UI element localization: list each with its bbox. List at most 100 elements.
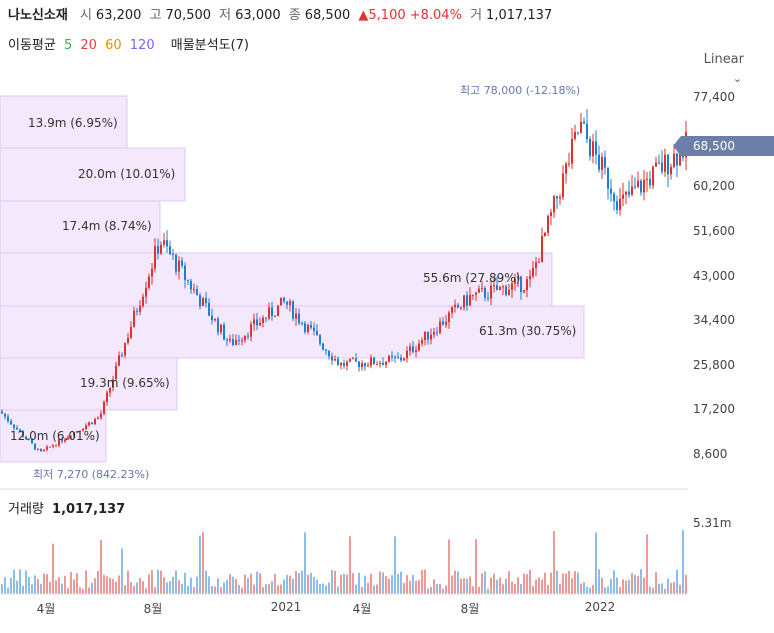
volume-bar — [172, 576, 174, 594]
candle-body — [511, 283, 513, 290]
profile-label[interactable]: 매물분석도(7) — [170, 38, 249, 53]
candle-body — [73, 432, 75, 437]
candle-body — [625, 191, 627, 195]
volume-bar — [262, 587, 264, 594]
candle-body — [115, 365, 117, 380]
candle-body — [169, 246, 171, 254]
candle-body — [586, 123, 588, 139]
candle-body — [658, 162, 660, 164]
volume-bar — [292, 578, 294, 594]
candle-body — [274, 316, 276, 318]
volume-bar — [109, 577, 111, 594]
candle-body — [388, 355, 390, 362]
candle-body — [520, 276, 522, 293]
candle-body — [667, 154, 669, 175]
volume-bar — [94, 578, 96, 594]
candle-body — [430, 334, 432, 340]
volume-bar — [427, 588, 429, 594]
candle-body — [661, 162, 663, 172]
candle-body — [490, 285, 492, 299]
volume-label: 거 — [470, 8, 483, 23]
volume-panel-title: 거래량 — [8, 502, 44, 517]
ma20-value: 20 — [80, 38, 97, 53]
volume-bar — [154, 587, 156, 594]
change-value: ▲5,100 +8.04% — [358, 8, 462, 23]
candle-body — [76, 431, 78, 433]
volume-bar — [622, 579, 624, 594]
candle-body — [223, 324, 225, 340]
candle-body — [613, 193, 615, 202]
ma-label[interactable]: 이동평균 — [8, 38, 56, 53]
volume-bar — [82, 588, 84, 594]
low-annotation: 최저 7,270 (842.23%) — [33, 468, 150, 481]
candle-body — [583, 121, 585, 124]
candle-body — [22, 431, 24, 437]
volume-bar — [631, 572, 633, 594]
candle-body — [256, 319, 258, 326]
x-axis-tick: 4월 — [36, 602, 56, 616]
volume-bar — [352, 573, 354, 594]
price-axis-tick: 34,400 — [693, 313, 735, 328]
volume-bar — [280, 584, 282, 594]
volume-bar — [64, 575, 66, 594]
volume-bar — [25, 570, 27, 594]
close-value: 68,500 — [304, 8, 351, 23]
candle-body — [589, 138, 591, 157]
candle-body — [310, 324, 312, 328]
candle-body — [208, 303, 210, 316]
volume-bar — [211, 586, 213, 594]
candle-body — [301, 323, 303, 325]
candle-body — [652, 166, 654, 186]
candle-body — [538, 261, 540, 263]
candle-body — [148, 276, 150, 288]
volume-bar — [481, 573, 483, 594]
volume-bar — [385, 576, 387, 594]
candle-body — [175, 254, 177, 272]
chevron-down-icon[interactable]: ⌄ — [732, 72, 742, 85]
candle-body — [562, 173, 564, 198]
volume-bar — [514, 583, 516, 594]
volume-bar — [493, 573, 495, 594]
volume-bar — [13, 569, 15, 594]
volume-bar — [586, 586, 588, 594]
volume-bar — [307, 574, 309, 594]
price-axis-tick: 25,800 — [693, 357, 735, 372]
candle-body — [337, 359, 339, 366]
candle-body — [46, 446, 48, 450]
candle-body — [193, 289, 195, 291]
candle-body — [466, 295, 468, 306]
candle-body — [445, 321, 447, 325]
volume-bar — [361, 587, 363, 594]
candle-body — [283, 297, 285, 302]
volume-bar — [142, 581, 144, 594]
candles — [1, 109, 687, 452]
volume-bar — [616, 577, 618, 594]
candle-body — [544, 232, 546, 237]
volume-bar — [610, 579, 612, 594]
candle-body — [187, 279, 189, 281]
candle-body — [325, 349, 327, 351]
volume-bar — [253, 584, 255, 594]
volume-bar — [346, 574, 348, 594]
volume-bar — [394, 536, 396, 594]
candle-body — [277, 305, 279, 317]
candle-body — [226, 339, 228, 341]
candle-body — [673, 153, 675, 168]
candle-body — [286, 301, 288, 305]
candle-body — [232, 339, 234, 345]
volume-bar — [628, 579, 630, 594]
volume-bar — [220, 587, 222, 594]
volume-bar — [406, 575, 408, 594]
volume-bar — [343, 573, 345, 594]
volume-bar — [235, 579, 237, 594]
volume-bar — [664, 588, 666, 594]
candle-body — [16, 427, 18, 430]
candle-body — [514, 278, 516, 284]
volume-bar — [625, 580, 627, 594]
candle-body — [181, 260, 183, 266]
price-axis-tick: 60,200 — [693, 179, 735, 194]
volume-bar — [439, 584, 441, 594]
scale-mode-select[interactable]: Linear — [703, 52, 744, 67]
volume-bar — [37, 579, 39, 594]
